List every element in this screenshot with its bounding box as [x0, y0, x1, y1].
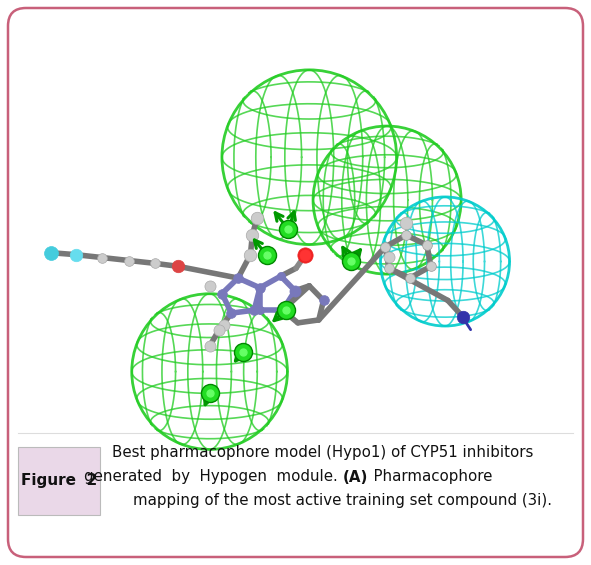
FancyBboxPatch shape	[15, 13, 576, 432]
FancyBboxPatch shape	[8, 8, 583, 557]
Text: Figure  2: Figure 2	[21, 473, 97, 489]
Text: Best pharmacophore model (Hypo1) of CYP51 inhibitors: Best pharmacophore model (Hypo1) of CYP5…	[112, 445, 533, 460]
Text: mapping of the most active training set compound (3i).: mapping of the most active training set …	[133, 493, 552, 507]
FancyBboxPatch shape	[18, 447, 100, 515]
Text: (A): (A)	[343, 470, 368, 485]
Text: Pharmacophore: Pharmacophore	[365, 470, 493, 485]
Text: generated  by  Hypogen  module.: generated by Hypogen module.	[84, 470, 343, 485]
